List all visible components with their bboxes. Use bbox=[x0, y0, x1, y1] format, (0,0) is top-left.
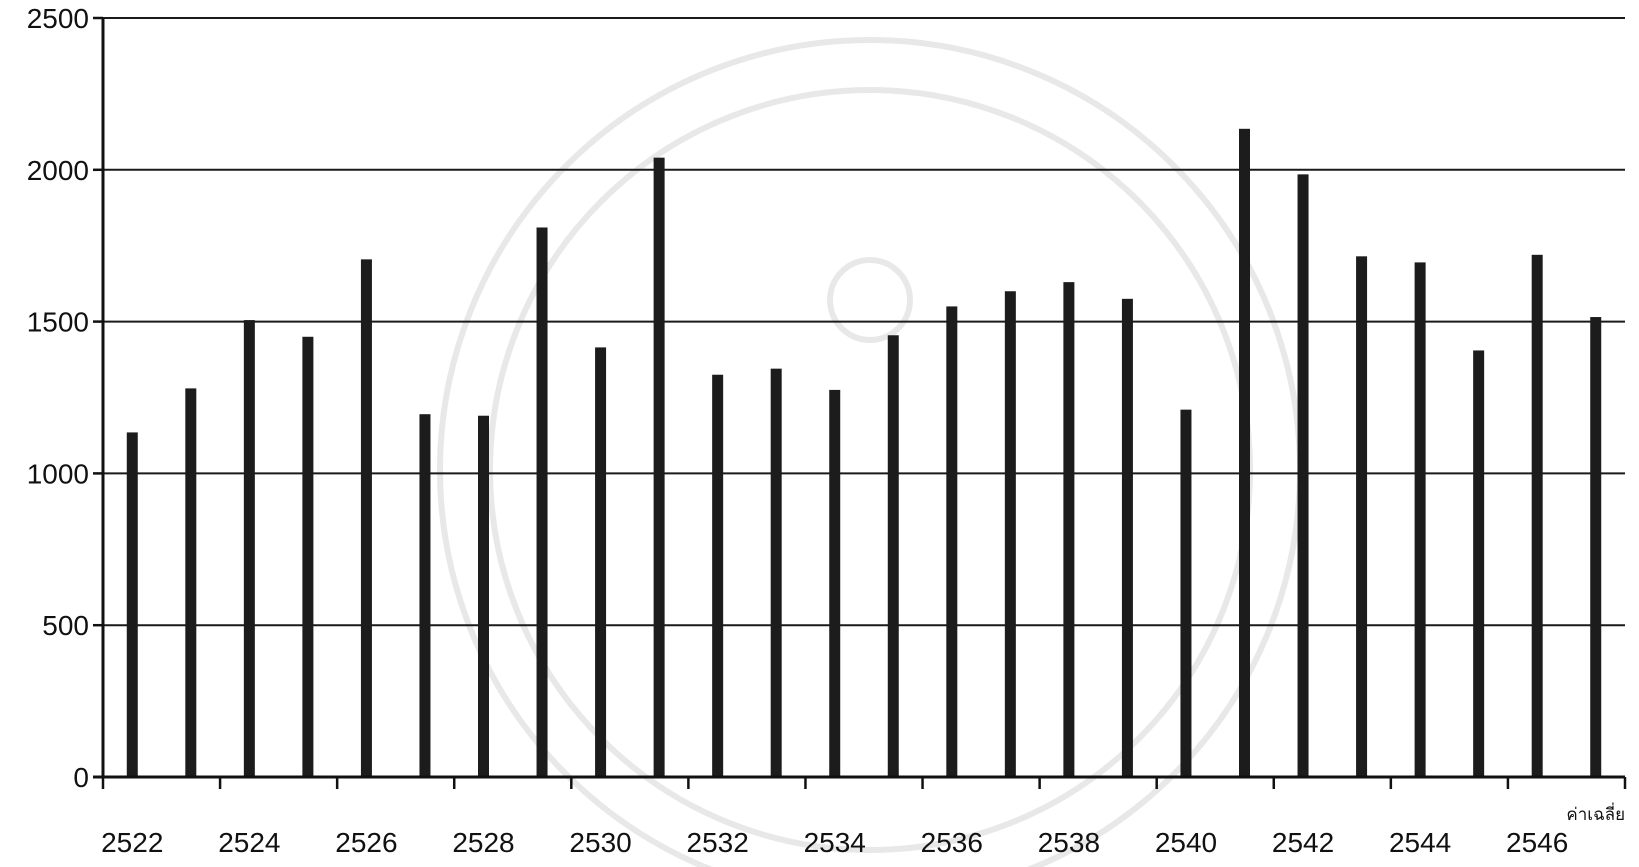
x-tick-label: 2530 bbox=[569, 827, 631, 858]
bar-2527 bbox=[419, 414, 431, 777]
bars bbox=[126, 128, 1602, 778]
bar-2540 bbox=[1180, 409, 1192, 777]
y-tick-label: 0 bbox=[73, 762, 89, 793]
x-tick-label: 2534 bbox=[804, 827, 866, 858]
x-tick-label: 2522 bbox=[101, 827, 163, 858]
bar-2531 bbox=[653, 157, 665, 777]
x-tick-labels: 2522 2524 2526 2528 2530 2532 2534 2536 2538 2540… bbox=[101, 802, 1625, 858]
bar-2544 bbox=[1414, 262, 1426, 777]
bar-ค่าเฉลี่ย bbox=[1590, 317, 1602, 777]
x-tick-label: 2528 bbox=[452, 827, 514, 858]
bar-2545 bbox=[1473, 350, 1485, 777]
y-tick-label: 1500 bbox=[27, 307, 89, 338]
bar-2537 bbox=[1004, 291, 1016, 777]
x-tick-label: 2542 bbox=[1272, 827, 1334, 858]
bar-2522 bbox=[126, 432, 138, 777]
bar-2526 bbox=[360, 259, 372, 777]
y-tick-label: 500 bbox=[42, 610, 89, 641]
x-tick-label: 2540 bbox=[1155, 827, 1217, 858]
bar-2542 bbox=[1297, 174, 1309, 777]
watermark-seal bbox=[437, 37, 1303, 867]
bar-2528 bbox=[478, 415, 489, 777]
x-tick-label: 2544 bbox=[1389, 827, 1451, 858]
bar-2525 bbox=[302, 336, 314, 777]
bar-2530 bbox=[595, 347, 607, 777]
x-tick-label: 2524 bbox=[218, 827, 280, 858]
x-tick-label: 2536 bbox=[921, 827, 983, 858]
y-tick-label: 1000 bbox=[27, 458, 89, 489]
bar-2523 bbox=[185, 388, 197, 777]
x-tick-label: 2532 bbox=[687, 827, 749, 858]
bar-2536 bbox=[946, 306, 958, 777]
y-tick-labels: 0 500 1000 1500 2000 2500 bbox=[27, 3, 89, 793]
bar-2546 bbox=[1531, 254, 1543, 778]
bar-2543 bbox=[1356, 256, 1368, 777]
x-tick-label: 2526 bbox=[335, 827, 397, 858]
gridlines bbox=[93, 16, 1627, 789]
bar-2535 bbox=[887, 335, 899, 777]
axes bbox=[93, 18, 1625, 779]
bar-2538 bbox=[1063, 282, 1075, 777]
bar-2524 bbox=[243, 320, 255, 777]
y-tick-label: 2000 bbox=[27, 155, 89, 186]
bar-2532 bbox=[712, 374, 724, 777]
bar-2533 bbox=[770, 368, 782, 777]
bar-2539 bbox=[1121, 298, 1133, 777]
x-tick-label: ค่าเฉลี่ย bbox=[1566, 802, 1625, 825]
bar-2541 bbox=[1239, 128, 1250, 778]
x-tick-label: 2546 bbox=[1506, 827, 1568, 858]
x-tick-label: 2538 bbox=[1038, 827, 1100, 858]
y-tick-label: 2500 bbox=[27, 3, 89, 34]
bar-2534 bbox=[829, 389, 841, 777]
bar-2529 bbox=[536, 227, 548, 777]
